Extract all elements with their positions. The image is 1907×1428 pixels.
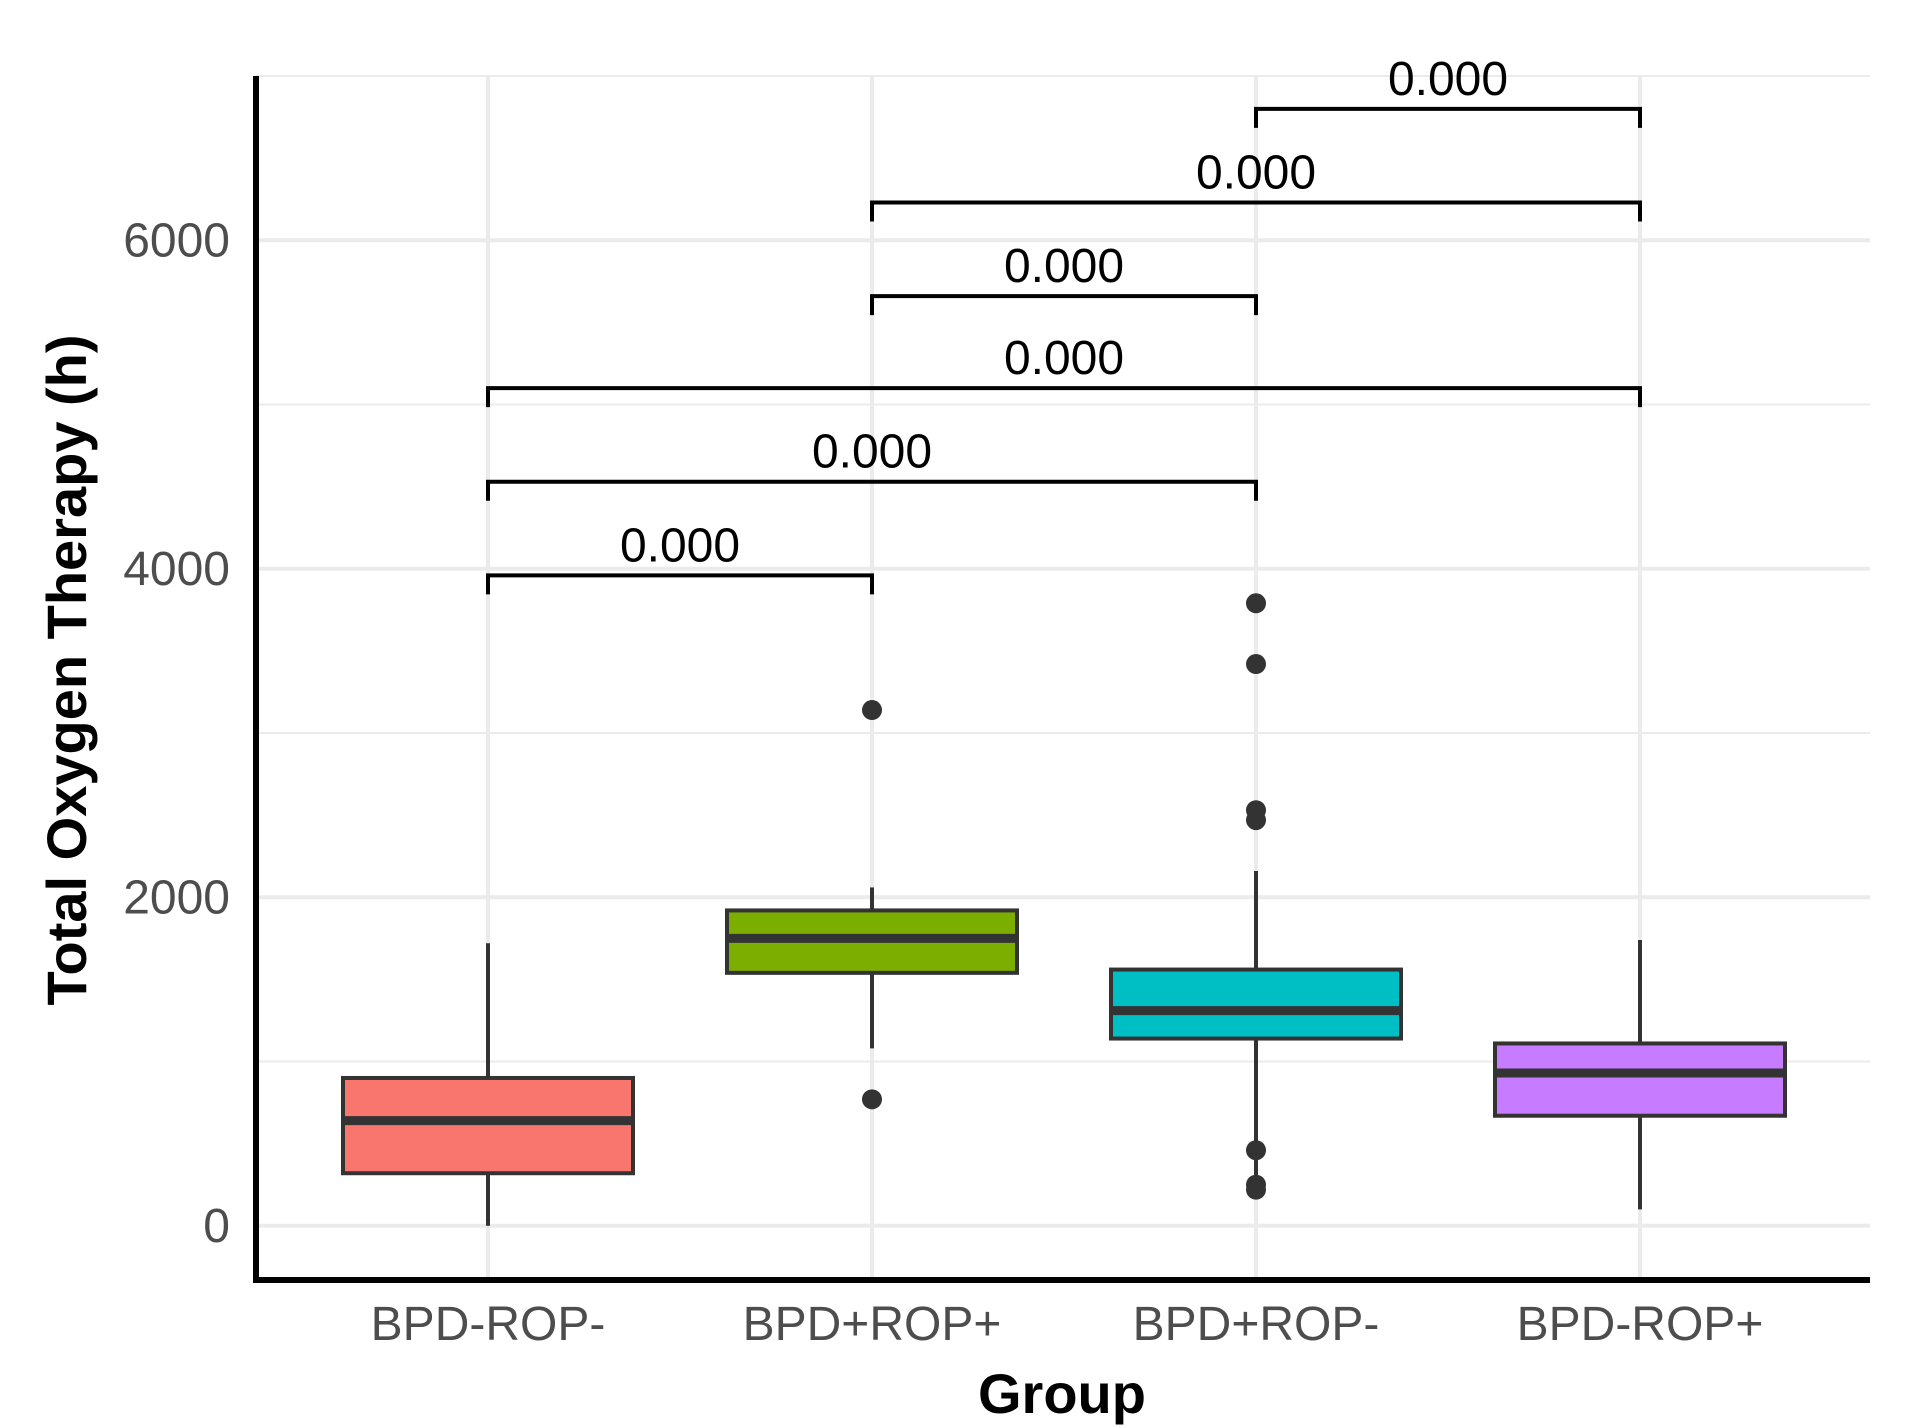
box-iqr	[1493, 1041, 1787, 1118]
p-value-label: 0.000	[620, 519, 740, 572]
comparison-bracket: 0.000	[1254, 53, 1642, 128]
p-value-label: 0.000	[1388, 53, 1508, 106]
comparison-bracket: 0.000	[486, 426, 1258, 501]
significance-layer: 0.000 0.000 0.000 0.000 0.000 0.000	[486, 53, 1642, 595]
box-iqr	[1109, 967, 1403, 1041]
bracket-line	[1254, 106, 1642, 128]
y-tick-label: 4000	[123, 543, 230, 596]
comparison-bracket: 0.000	[486, 332, 1642, 408]
outlier-point	[862, 700, 882, 721]
x-tick-label: BPD+ROP-	[1133, 1298, 1380, 1351]
outlier-point	[1246, 654, 1266, 675]
x-tick-label: BPD+ROP+	[743, 1298, 1002, 1351]
bracket-line	[870, 294, 1258, 316]
outlier-point	[1246, 810, 1266, 831]
axis-layer: 0 2000 4000 6000 BPD-ROP- BPD+ROP+ BPD+ROP- BPD…	[123, 76, 1870, 1351]
box-iqr	[341, 1075, 635, 1176]
grid-layer	[256, 75, 1870, 1280]
outlier-point	[862, 1089, 882, 1110]
p-value-label: 0.000	[1004, 332, 1124, 385]
comparison-bracket: 0.000	[870, 240, 1258, 316]
y-axis-title: Total Oxygen Therapy (h)	[35, 334, 98, 1005]
bracket-line	[870, 200, 1642, 222]
p-value-label: 0.000	[1196, 146, 1316, 199]
y-tick-label: 0	[203, 1200, 230, 1253]
y-tick-label: 2000	[123, 871, 230, 924]
outlier-point	[1246, 593, 1266, 614]
box-BPD+ROP-	[1109, 593, 1403, 1200]
outlier-point	[1246, 1179, 1266, 1200]
bracket-line	[486, 386, 1642, 408]
outlier-point	[1246, 1140, 1266, 1161]
box-BPD-ROP-	[341, 943, 635, 1226]
comparison-bracket: 0.000	[486, 519, 874, 595]
x-axis-title: Group	[978, 1362, 1146, 1425]
p-value-label: 0.000	[1004, 240, 1124, 293]
comparison-bracket: 0.000	[870, 146, 1642, 222]
box-layer	[341, 593, 1787, 1226]
box-BPD-ROP+	[1493, 939, 1787, 1210]
x-tick-label: BPD-ROP+	[1517, 1298, 1764, 1351]
y-tick-label: 6000	[123, 214, 230, 267]
box-BPD+ROP+	[725, 700, 1019, 1110]
bracket-line	[486, 479, 1258, 501]
p-value-label: 0.000	[812, 426, 932, 479]
x-tick-label: BPD-ROP-	[371, 1298, 606, 1351]
bracket-line	[486, 573, 874, 595]
